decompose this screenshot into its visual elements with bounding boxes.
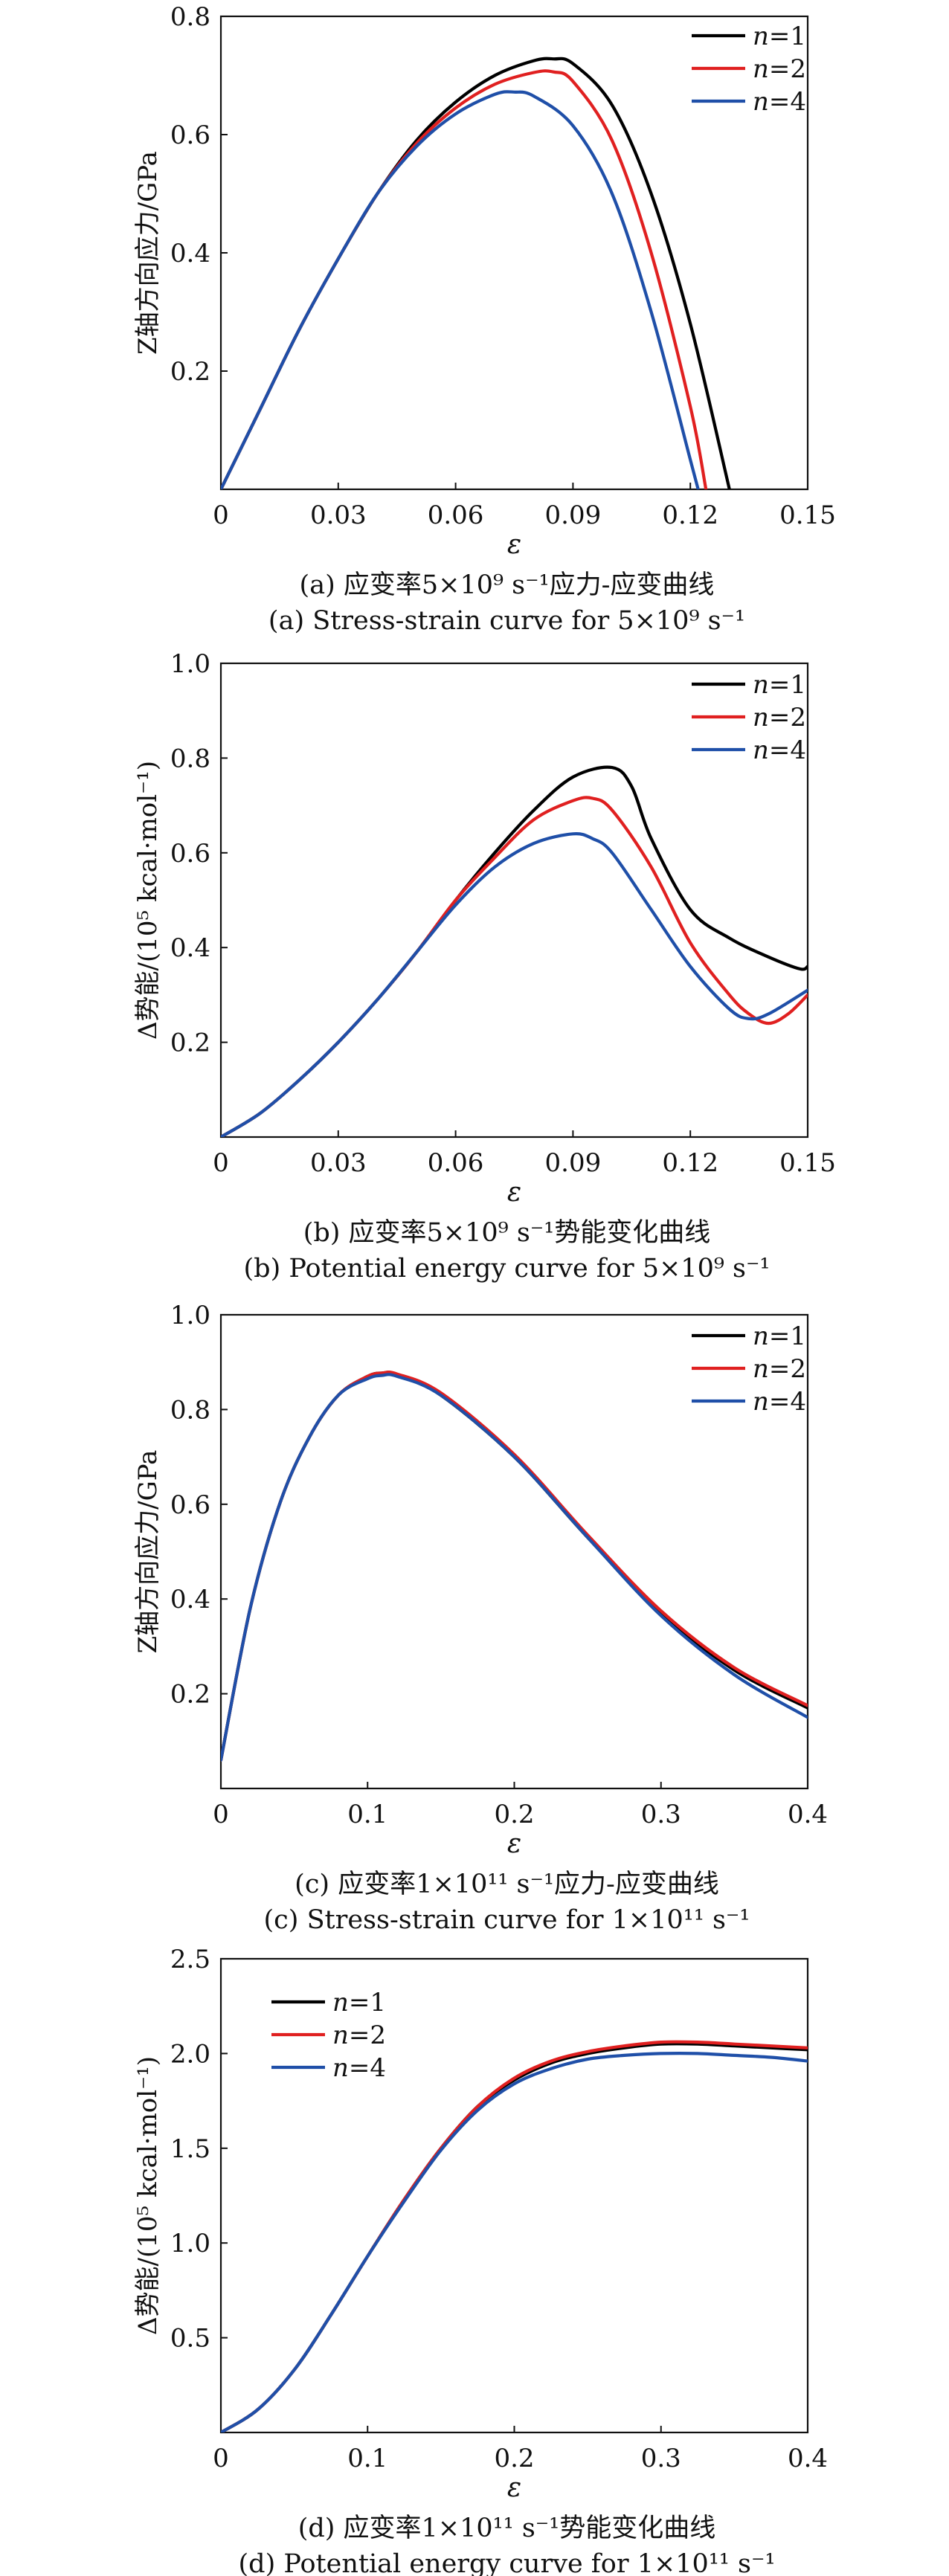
series-line-n-4: [221, 90, 700, 489]
x-tick-label: 0.3: [641, 2444, 681, 2473]
y-axis-label: Z轴方向应力/GPa: [133, 151, 163, 355]
x-tick-label: 0.09: [545, 500, 602, 530]
series-line-n-1: [221, 765, 808, 1137]
x-tick-label: 0: [213, 1148, 229, 1178]
caption-english: (b) Potential energy curve for 5×10⁹ s⁻¹: [244, 1254, 771, 1284]
y-axis-label: Z轴方向应力/GPa: [133, 1450, 163, 1654]
y-tick-label: 0.2: [170, 1680, 210, 1710]
legend-label: n=4: [753, 1387, 806, 1417]
legend: n=1 n=2 n=4: [692, 670, 806, 765]
x-axis-label: ε: [507, 1829, 521, 1859]
x-tick-label: 0.2: [494, 1800, 534, 1829]
x-tick-label: 0.06: [428, 1148, 484, 1178]
legend-label: n=2: [753, 703, 806, 732]
x-tick-label: 0.12: [662, 500, 718, 530]
x-tick-label: 0: [213, 2444, 229, 2473]
caption-chinese: (a) 应变率5×10⁹ s⁻¹应力-应变曲线: [300, 570, 715, 600]
x-tick-label: 0.4: [788, 2444, 828, 2473]
legend-label: n=2: [753, 1354, 806, 1384]
caption-english: (a) Stress-strain curve for 5×10⁹ s⁻¹: [268, 606, 745, 636]
plot-frame: [219, 662, 809, 1139]
series-line-n-4: [221, 2052, 808, 2432]
series-group: [221, 765, 808, 1137]
y-tick-label: 1.0: [170, 2229, 210, 2258]
x-tick-label: 0.2: [494, 2444, 534, 2473]
x-tick-label: 0.03: [310, 1148, 367, 1178]
y-tick-label: 0.4: [170, 239, 210, 268]
series-line-n-2: [221, 69, 708, 489]
x-tick-label: 0: [213, 500, 229, 530]
legend: n=1n=2n=4: [692, 1321, 806, 1417]
plot-frame: [219, 1957, 809, 2434]
chart-panel-4: 0 0.1 0.2 0.3 0.4 0.5 1.0 1.5 2.0 2.5 ε Δ势能/(10⁵ kc…: [133, 1945, 828, 2576]
x-tick-label: 0.15: [779, 500, 836, 530]
y-axis-label: Δ势能/(10⁵ kcal·mol⁻¹): [133, 2056, 163, 2335]
series-line-n-2: [221, 2040, 808, 2432]
series-group: [221, 2040, 808, 2432]
y-axis-label: Δ势能/(10⁵ kcal·mol⁻¹): [133, 761, 163, 1040]
legend-label: n=1: [753, 1321, 806, 1351]
caption-english: (d) Potential energy curve for 1×10¹¹ s⁻…: [239, 2549, 776, 2576]
x-tick-label: 0.15: [779, 1148, 836, 1178]
y-tick-label: 1.0: [170, 649, 210, 679]
legend-label: n=2: [332, 2020, 386, 2050]
y-tick-label: 0.4: [170, 1585, 210, 1614]
chart-panel-2: 0 0.03 0.06 0.09 0.12 0.15 0.2 0.4 0.6 0.8 1.0 ε Δ势能…: [133, 649, 836, 1284]
series-group: [221, 1371, 808, 1762]
legend-label: n=1: [753, 670, 806, 700]
y-tick-label: 0.8: [170, 1395, 210, 1425]
x-tick-label: 0.06: [428, 500, 484, 530]
y-tick-label: 0.4: [170, 933, 210, 963]
legend-label: n=1: [753, 22, 806, 51]
x-axis-label: ε: [507, 1177, 521, 1208]
series-line-n-1: [221, 2042, 808, 2432]
x-tick-label: 0.4: [788, 1800, 828, 1829]
chart-panel-3: 0 0.1 0.2 0.3 0.4 0.2 0.4 0.6 0.8 1.0 ε Z轴方向应力/GPa (…: [133, 1301, 828, 1935]
y-tick-label: 0.6: [170, 120, 210, 150]
y-tick-label: 2.5: [170, 1945, 210, 1974]
y-tick-label: 1.5: [170, 2134, 210, 2164]
legend-label: n=4: [753, 735, 806, 765]
y-tick-label: 0.2: [170, 357, 210, 387]
series-line-n-1: [221, 57, 731, 489]
caption-english: (c) Stress-strain curve for 1×10¹¹ s⁻¹: [264, 1905, 750, 1935]
caption-chinese: (d) 应变率1×10¹¹ s⁻¹势能变化曲线: [298, 2514, 716, 2543]
y-tick-label: 0.6: [170, 839, 210, 869]
series-line-n-4: [221, 832, 808, 1137]
legend-label: n=2: [753, 54, 806, 84]
plot-frame: [219, 15, 809, 491]
series-line-n-2: [221, 1371, 808, 1762]
legend-label: n=1: [332, 1988, 386, 2018]
x-axis-label: ε: [507, 2473, 521, 2503]
series-line-n-4: [221, 1373, 808, 1762]
y-tick-label: 0.8: [170, 744, 210, 773]
x-tick-label: 0.03: [310, 500, 367, 530]
caption-chinese: (b) 应变率5×10⁹ s⁻¹势能变化曲线: [303, 1218, 711, 1248]
x-tick-label: 0.09: [545, 1148, 602, 1178]
x-axis-label: ε: [507, 529, 521, 560]
x-tick-label: 0.1: [347, 1800, 387, 1829]
x-tick-label: 0: [213, 1800, 229, 1829]
y-tick-label: 2.0: [170, 2039, 210, 2069]
plot-frame: [219, 1313, 809, 1790]
y-tick-label: 0.6: [170, 1490, 210, 1520]
caption-chinese: (c) 应变率1×10¹¹ s⁻¹应力-应变曲线: [295, 1870, 719, 1899]
x-tick-label: 0.1: [347, 2444, 387, 2473]
legend-label: n=4: [332, 2053, 386, 2083]
series-line-n-2: [221, 796, 808, 1137]
x-tick-label: 0.12: [662, 1148, 718, 1178]
legend: n=1n=2n=4: [271, 1988, 386, 2083]
y-tick-label: 0.8: [170, 2, 210, 32]
chart-panel-1: 0 0.03 0.06 0.09 0.12 0.15 0.2 0.4 0.6 0.8 ε Z轴方向应力…: [133, 2, 836, 636]
legend-label: n=4: [753, 87, 806, 117]
y-tick-label: 0.5: [170, 2324, 210, 2354]
legend: n=1 n=2n=4: [692, 22, 806, 117]
y-tick-label: 0.2: [170, 1028, 210, 1058]
series-line-n-1: [221, 1371, 808, 1762]
series-group: [221, 57, 731, 489]
y-tick-label: 1.0: [170, 1301, 210, 1330]
x-tick-label: 0.3: [641, 1800, 681, 1829]
